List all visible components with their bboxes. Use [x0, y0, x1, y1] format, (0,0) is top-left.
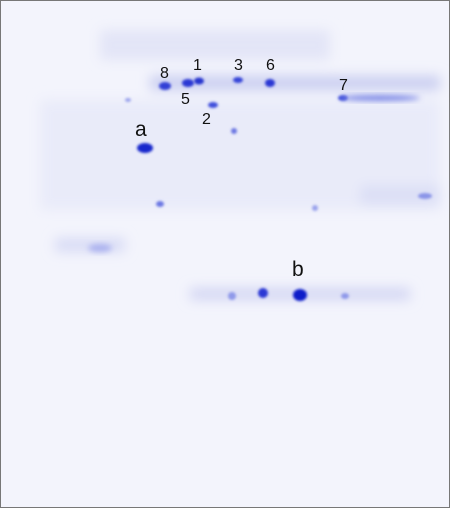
spot-label: b	[292, 258, 304, 281]
page: 8 1 3 6 7 5 2 a b (() => { const data = …	[0, 0, 450, 508]
spot-label: a	[135, 118, 147, 141]
spot-label: 5	[181, 91, 190, 108]
spot-label: 6	[266, 57, 275, 74]
spot-label: 2	[202, 111, 211, 128]
spot-label: 3	[234, 57, 243, 74]
spot-label: 1	[193, 57, 202, 74]
spot-label: 8	[160, 65, 169, 82]
spot-label: 7	[339, 77, 348, 94]
gel-image: 8 1 3 6 7 5 2 a b	[0, 0, 450, 508]
